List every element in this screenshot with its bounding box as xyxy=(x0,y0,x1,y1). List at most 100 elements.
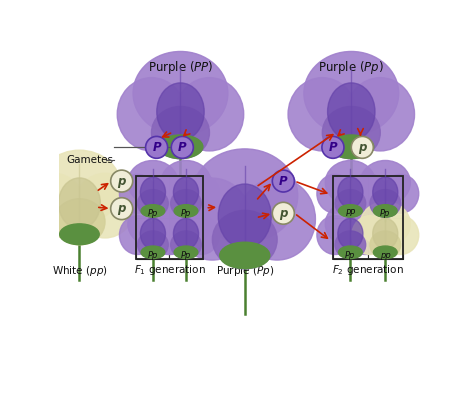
Ellipse shape xyxy=(133,51,228,135)
Ellipse shape xyxy=(322,106,380,159)
Ellipse shape xyxy=(174,205,198,217)
Ellipse shape xyxy=(351,137,374,158)
Ellipse shape xyxy=(140,177,165,208)
Bar xyxy=(368,218,403,259)
Bar xyxy=(333,176,403,259)
Text: Pp: Pp xyxy=(148,209,158,218)
Text: Pp: Pp xyxy=(181,251,191,259)
Bar xyxy=(169,176,202,218)
Text: Gametes: Gametes xyxy=(66,154,113,165)
Ellipse shape xyxy=(141,246,165,259)
Ellipse shape xyxy=(272,202,294,224)
Ellipse shape xyxy=(161,202,211,246)
Ellipse shape xyxy=(110,170,133,192)
Ellipse shape xyxy=(137,231,168,259)
Text: pp: pp xyxy=(380,251,391,259)
Ellipse shape xyxy=(173,177,199,208)
Ellipse shape xyxy=(220,242,270,269)
Ellipse shape xyxy=(150,216,186,254)
Ellipse shape xyxy=(117,78,186,151)
Ellipse shape xyxy=(346,78,415,151)
Ellipse shape xyxy=(157,83,204,140)
Ellipse shape xyxy=(329,135,374,158)
Ellipse shape xyxy=(171,137,193,158)
Ellipse shape xyxy=(338,219,363,249)
Ellipse shape xyxy=(335,189,366,217)
Ellipse shape xyxy=(161,160,211,205)
Ellipse shape xyxy=(317,216,353,254)
Bar xyxy=(137,218,170,259)
Ellipse shape xyxy=(338,246,362,259)
Ellipse shape xyxy=(374,205,397,217)
Bar xyxy=(333,176,368,218)
Ellipse shape xyxy=(175,78,244,151)
Ellipse shape xyxy=(317,174,353,213)
Ellipse shape xyxy=(325,202,375,246)
Ellipse shape xyxy=(150,174,186,213)
Ellipse shape xyxy=(174,178,251,260)
Ellipse shape xyxy=(37,150,121,224)
Bar xyxy=(137,176,202,259)
Ellipse shape xyxy=(360,160,410,205)
Ellipse shape xyxy=(373,219,398,249)
Bar xyxy=(137,176,170,218)
Ellipse shape xyxy=(128,202,178,246)
Bar xyxy=(333,218,368,259)
Text: p: p xyxy=(118,202,126,215)
Ellipse shape xyxy=(183,216,219,254)
Text: $\mathit{F_2}$ generation: $\mathit{F_2}$ generation xyxy=(332,263,404,277)
Text: Pp: Pp xyxy=(148,251,158,259)
Ellipse shape xyxy=(218,184,271,248)
Ellipse shape xyxy=(141,205,165,217)
Ellipse shape xyxy=(54,199,105,245)
Ellipse shape xyxy=(119,216,156,254)
Ellipse shape xyxy=(352,174,388,213)
Ellipse shape xyxy=(288,78,356,151)
Ellipse shape xyxy=(110,198,133,220)
Text: Pp: Pp xyxy=(181,209,191,218)
Ellipse shape xyxy=(322,137,344,158)
Ellipse shape xyxy=(119,174,156,213)
Ellipse shape xyxy=(183,174,219,213)
Ellipse shape xyxy=(158,135,203,158)
Ellipse shape xyxy=(192,149,298,242)
Ellipse shape xyxy=(373,177,398,208)
Ellipse shape xyxy=(58,178,100,229)
Text: $\mathit{F_1}$ generation: $\mathit{F_1}$ generation xyxy=(134,263,205,277)
Ellipse shape xyxy=(338,205,362,217)
Ellipse shape xyxy=(272,170,294,192)
Ellipse shape xyxy=(239,178,315,260)
Text: Pp: Pp xyxy=(380,209,391,218)
Ellipse shape xyxy=(325,160,375,205)
Ellipse shape xyxy=(347,174,384,213)
Ellipse shape xyxy=(360,202,410,246)
Ellipse shape xyxy=(153,174,189,213)
Ellipse shape xyxy=(383,174,419,213)
Ellipse shape xyxy=(174,246,198,259)
Ellipse shape xyxy=(383,216,419,254)
Text: p: p xyxy=(279,207,288,220)
Text: Purple ($\it{Pp}$): Purple ($\it{Pp}$) xyxy=(319,59,384,76)
Text: Purple ($\it{PP}$): Purple ($\it{PP}$) xyxy=(148,59,213,76)
Ellipse shape xyxy=(370,231,401,259)
Ellipse shape xyxy=(374,246,397,259)
Ellipse shape xyxy=(335,231,366,259)
Ellipse shape xyxy=(347,216,384,254)
Text: PP: PP xyxy=(346,209,356,218)
Text: White ($\it{pp}$): White ($\it{pp}$) xyxy=(52,265,107,279)
Text: P: P xyxy=(178,141,187,154)
Bar xyxy=(368,176,403,218)
Ellipse shape xyxy=(152,106,210,159)
Ellipse shape xyxy=(140,219,165,249)
Ellipse shape xyxy=(146,137,168,158)
Text: Pp: Pp xyxy=(345,251,356,259)
Ellipse shape xyxy=(60,224,99,245)
Ellipse shape xyxy=(128,160,178,205)
Text: P: P xyxy=(279,175,288,187)
Ellipse shape xyxy=(171,231,201,259)
Ellipse shape xyxy=(352,216,388,254)
Ellipse shape xyxy=(212,210,277,269)
Ellipse shape xyxy=(370,189,401,217)
Ellipse shape xyxy=(173,219,199,249)
Text: p: p xyxy=(118,175,126,187)
